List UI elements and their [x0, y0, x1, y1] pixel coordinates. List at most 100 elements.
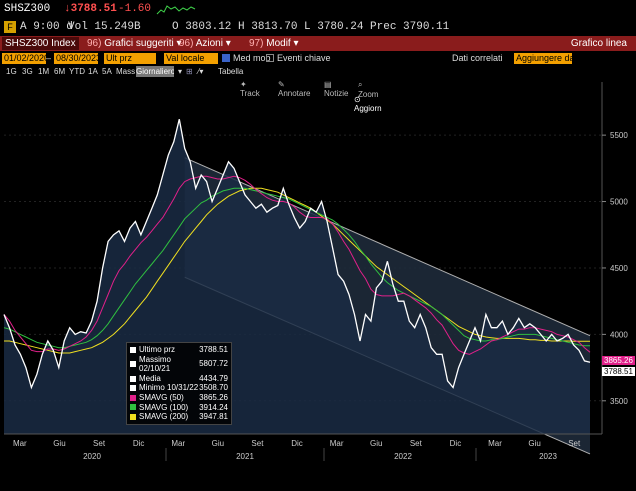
candlestick-icon[interactable]: ⊞ [186, 67, 193, 76]
update-button[interactable]: ⊙ Aggiorn [354, 95, 382, 113]
price-chart[interactable]: 3500 4000 4500 5000 5500 Mar Giu Set Dic Mar Giu S… [0, 78, 636, 491]
quote-type-icon[interactable]: F [4, 21, 16, 33]
legend-value: 3947.81 [199, 412, 228, 422]
x-month-label: Set [251, 439, 264, 448]
x-month-label: Set [93, 439, 106, 448]
x-year-label: 2021 [236, 452, 254, 461]
legend-value: 5807.72 [199, 359, 228, 369]
legend-swatch [130, 404, 136, 411]
legend-row: SMAVG (100) 3914.24 [130, 403, 228, 413]
menu-bar: SHSZ300 Index 96) Grafici suggeriti ▾ 96… [0, 36, 636, 51]
menu-number-icon: 96) [87, 38, 105, 49]
intraday-sparkline [156, 5, 196, 15]
legend-label: SMAVG (200) [139, 412, 189, 422]
price-type-select[interactable]: Ult prz [104, 53, 156, 64]
legend-label: SMAVG (100) [139, 402, 189, 412]
annotate-tool[interactable]: ✎ Annotare [278, 80, 311, 98]
period-6m[interactable]: 6M [54, 67, 66, 76]
x-axis: Mar Giu Set Dic Mar Giu Set Dic Mar Giu Set Dic Mar G… [4, 433, 602, 461]
menu-edit[interactable]: 97) Modif ▾ [249, 38, 299, 49]
x-month-label: Mar [13, 439, 27, 448]
legend-row: Massimo 02/10/21 5807.72 [130, 355, 228, 374]
legend-value: 3508.70 [199, 383, 228, 393]
currency-select[interactable]: Val locale [164, 53, 218, 64]
menu-actions[interactable]: 96) Azioni ▾ [179, 38, 231, 49]
related-data-menu[interactable]: Dati correlati [452, 53, 503, 63]
legend-swatch [130, 385, 136, 392]
net-change: -1.60 [118, 3, 152, 15]
period-3g[interactable]: 3G [22, 67, 33, 76]
legend-swatch [130, 346, 136, 353]
legend-value: 3788.51 [199, 345, 228, 354]
legend-label: Minimo 10/31/22 [139, 383, 199, 393]
trend-channel-upper [184, 157, 591, 337]
chart-mode-label: Grafico linea [570, 38, 627, 49]
quote-header: SHSZ300 ↓3788.51 -1.60 [0, 2, 636, 18]
y-tick-label: 4500 [610, 264, 628, 273]
legend-value: 3865.26 [199, 392, 228, 402]
track-tool[interactable]: ✦ Track [240, 80, 260, 98]
legend-swatch [130, 394, 136, 401]
table-button[interactable]: Tabella [218, 67, 244, 76]
legend-swatch [130, 375, 136, 382]
price-line [3, 119, 591, 390]
period-daily[interactable]: Giornaliero [136, 66, 174, 77]
sma200-line [4, 187, 590, 354]
x-month-label: Giu [53, 439, 65, 448]
chevron-down-icon: ▾ [173, 38, 182, 49]
chart-style-icon[interactable]: ⁄▾ [198, 67, 204, 76]
chevron-down-icon: ▾ [290, 38, 299, 49]
legend-label: SMAVG (50) [139, 392, 184, 402]
x-month-label: Giu [212, 439, 224, 448]
y-axis: 3500 4000 4500 5000 5500 [601, 82, 628, 434]
period-ytd[interactable]: YTD [69, 67, 85, 76]
x-year-label: 2022 [394, 452, 412, 461]
last-price: ↓3788.51 [64, 3, 117, 15]
chart-legend: Ultimo prz 3788.51 Massimo 02/10/21 5807.72… [126, 342, 232, 425]
key-events-label: Eventi chiave [277, 53, 331, 63]
x-month-label: Giu [370, 439, 382, 448]
x-year-label: 2020 [83, 452, 101, 461]
key-events-checkbox[interactable] [266, 54, 274, 62]
exchange-time: A 9:00 d [20, 21, 73, 33]
zoom-tool[interactable]: ⌕ Zoom [358, 80, 379, 99]
x-month-label: Mar [330, 439, 344, 448]
legend-value: 4434.79 [199, 373, 228, 383]
x-month-label: Mar [488, 439, 502, 448]
dropdown-icon[interactable]: ▾ [178, 67, 183, 76]
menu-suggested-charts[interactable]: 96) Grafici suggeriti ▾ [87, 38, 182, 49]
legend-row: SMAVG (50) 3865.26 [130, 393, 228, 403]
news-tool[interactable]: ▤ Notizie [324, 80, 349, 98]
x-year-label: 2023 [539, 452, 557, 461]
legend-row: SMAVG (200) 3947.81 [130, 412, 228, 422]
period-1m[interactable]: 1M [38, 67, 50, 76]
period-5a[interactable]: 5A [102, 67, 112, 76]
legend-label: Ultimo prz [139, 345, 176, 354]
legend-row: Ultimo prz 3788.51 [130, 345, 228, 355]
menu-number-icon: 96) [179, 38, 196, 49]
period-bar: 1G 3G 1M 6M YTD 1A 5A Mass Giornaliero ▾… [0, 65, 636, 78]
x-month-label: Dic [291, 439, 303, 448]
start-date-input[interactable]: 01/02/2020 [2, 53, 50, 64]
add-data-input[interactable]: Aggiungere dati [514, 53, 580, 64]
sma50-line [3, 175, 591, 355]
x-month-label: Mar [171, 439, 185, 448]
period-1a[interactable]: 1A [88, 67, 98, 76]
period-max[interactable]: Mass [116, 67, 136, 76]
legend-label: Media [139, 373, 161, 383]
sma50-tag: 3865.26 [602, 356, 635, 365]
legend-label: Massimo 02/10/21 [139, 354, 172, 374]
last-price-tag: 3788.51 [602, 367, 635, 376]
moving-avg-checkbox[interactable] [222, 54, 230, 62]
legend-swatch [130, 361, 136, 368]
ticker-symbol[interactable]: SHSZ300 [4, 3, 51, 15]
y-tick-label: 5500 [610, 131, 628, 140]
period-1g[interactable]: 1G [6, 67, 17, 76]
end-date-input[interactable]: 08/30/2023 [54, 53, 102, 64]
y-tick-label: 5000 [610, 198, 628, 207]
legend-swatch [130, 413, 136, 420]
legend-row: Media 4434.79 [130, 374, 228, 384]
index-name[interactable]: SHSZ300 Index [2, 37, 79, 50]
x-month-label: Set [410, 439, 423, 448]
x-month-label: Dic [133, 439, 145, 448]
